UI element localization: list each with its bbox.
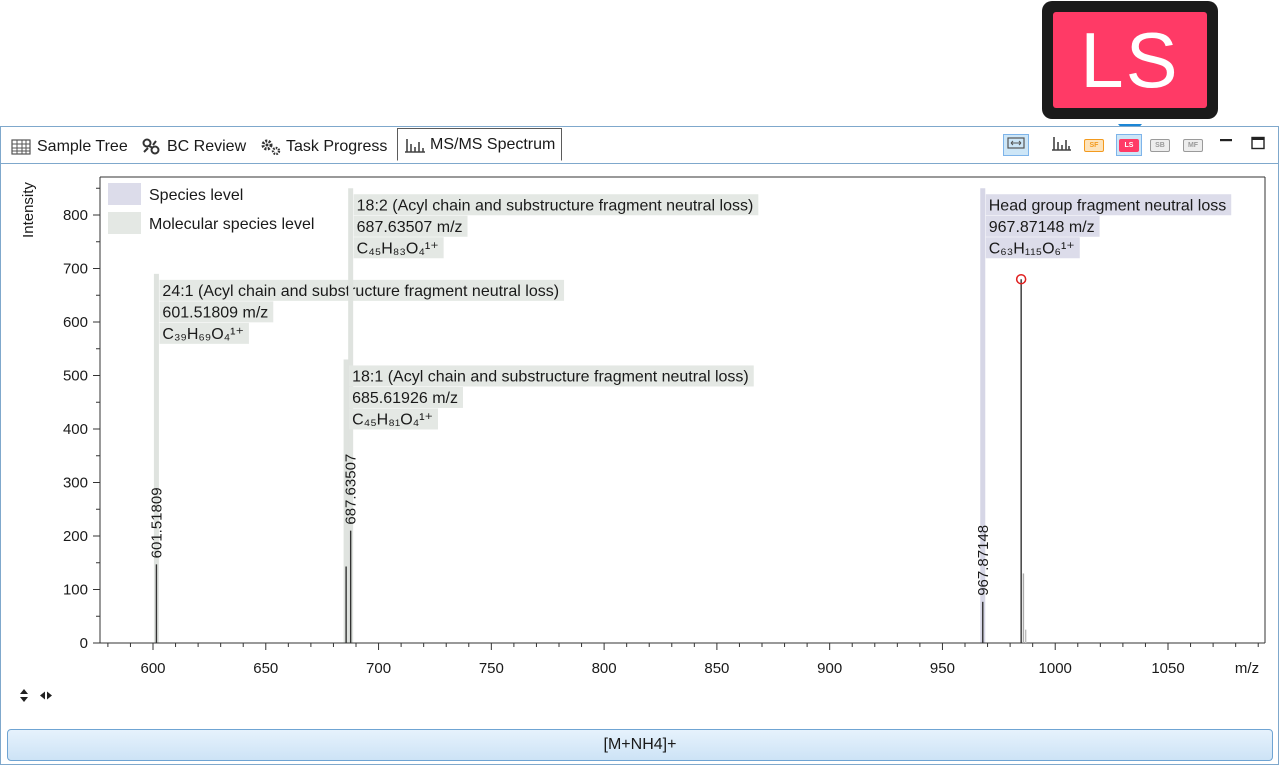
tab-bar: Sample Tree BC Review Task Progress MS/M… xyxy=(1,127,1278,164)
sf-toggle-icon: SF xyxy=(1084,138,1104,152)
tab-label: BC Review xyxy=(167,137,247,155)
gears-icon xyxy=(260,138,281,156)
ls-callout-text: LS xyxy=(1080,16,1180,104)
tab-label: Sample Tree xyxy=(37,137,128,155)
tab-sample-tree[interactable]: Sample Tree xyxy=(5,131,134,162)
tab-label: Task Progress xyxy=(286,137,388,155)
tab-ms-ms-spectrum[interactable]: MS/MS Spectrum xyxy=(397,128,563,161)
spectrum-icon xyxy=(404,136,425,154)
maximize-button[interactable] xyxy=(1245,134,1271,156)
spectrum-view-button[interactable] xyxy=(1048,134,1074,156)
sf-toggle-button[interactable]: SF xyxy=(1081,134,1107,156)
minimize-button[interactable] xyxy=(1213,134,1239,156)
mf-toggle-icon: MF xyxy=(1183,138,1203,152)
fit-width-button[interactable] xyxy=(1003,134,1029,156)
fit-width-icon xyxy=(1007,136,1025,154)
ls-toggle-button[interactable]: LS xyxy=(1116,134,1142,156)
tab-bc-review[interactable]: BC Review xyxy=(135,131,252,162)
maximize-icon xyxy=(1250,136,1266,155)
tab-task-progress[interactable]: Task Progress xyxy=(254,131,393,162)
minimize-icon xyxy=(1218,136,1234,155)
molecule-icon xyxy=(141,138,161,156)
sb-toggle-icon: SB xyxy=(1150,138,1170,152)
adduct-button[interactable]: [M+NH4]+ xyxy=(7,729,1273,761)
table-icon xyxy=(11,138,31,156)
ls-toggle-icon: LS xyxy=(1119,138,1139,152)
spectrum-panel: Sample Tree BC Review Task Progress MS/M… xyxy=(0,126,1279,765)
spectrum-view-icon xyxy=(1051,135,1071,156)
tab-label: MS/MS Spectrum xyxy=(430,135,556,153)
sb-toggle-button[interactable]: SB xyxy=(1147,134,1173,156)
ls-callout: LS xyxy=(1042,1,1218,119)
mf-toggle-button[interactable]: MF xyxy=(1180,134,1206,156)
ls-callout-badge: LS xyxy=(1053,12,1207,108)
